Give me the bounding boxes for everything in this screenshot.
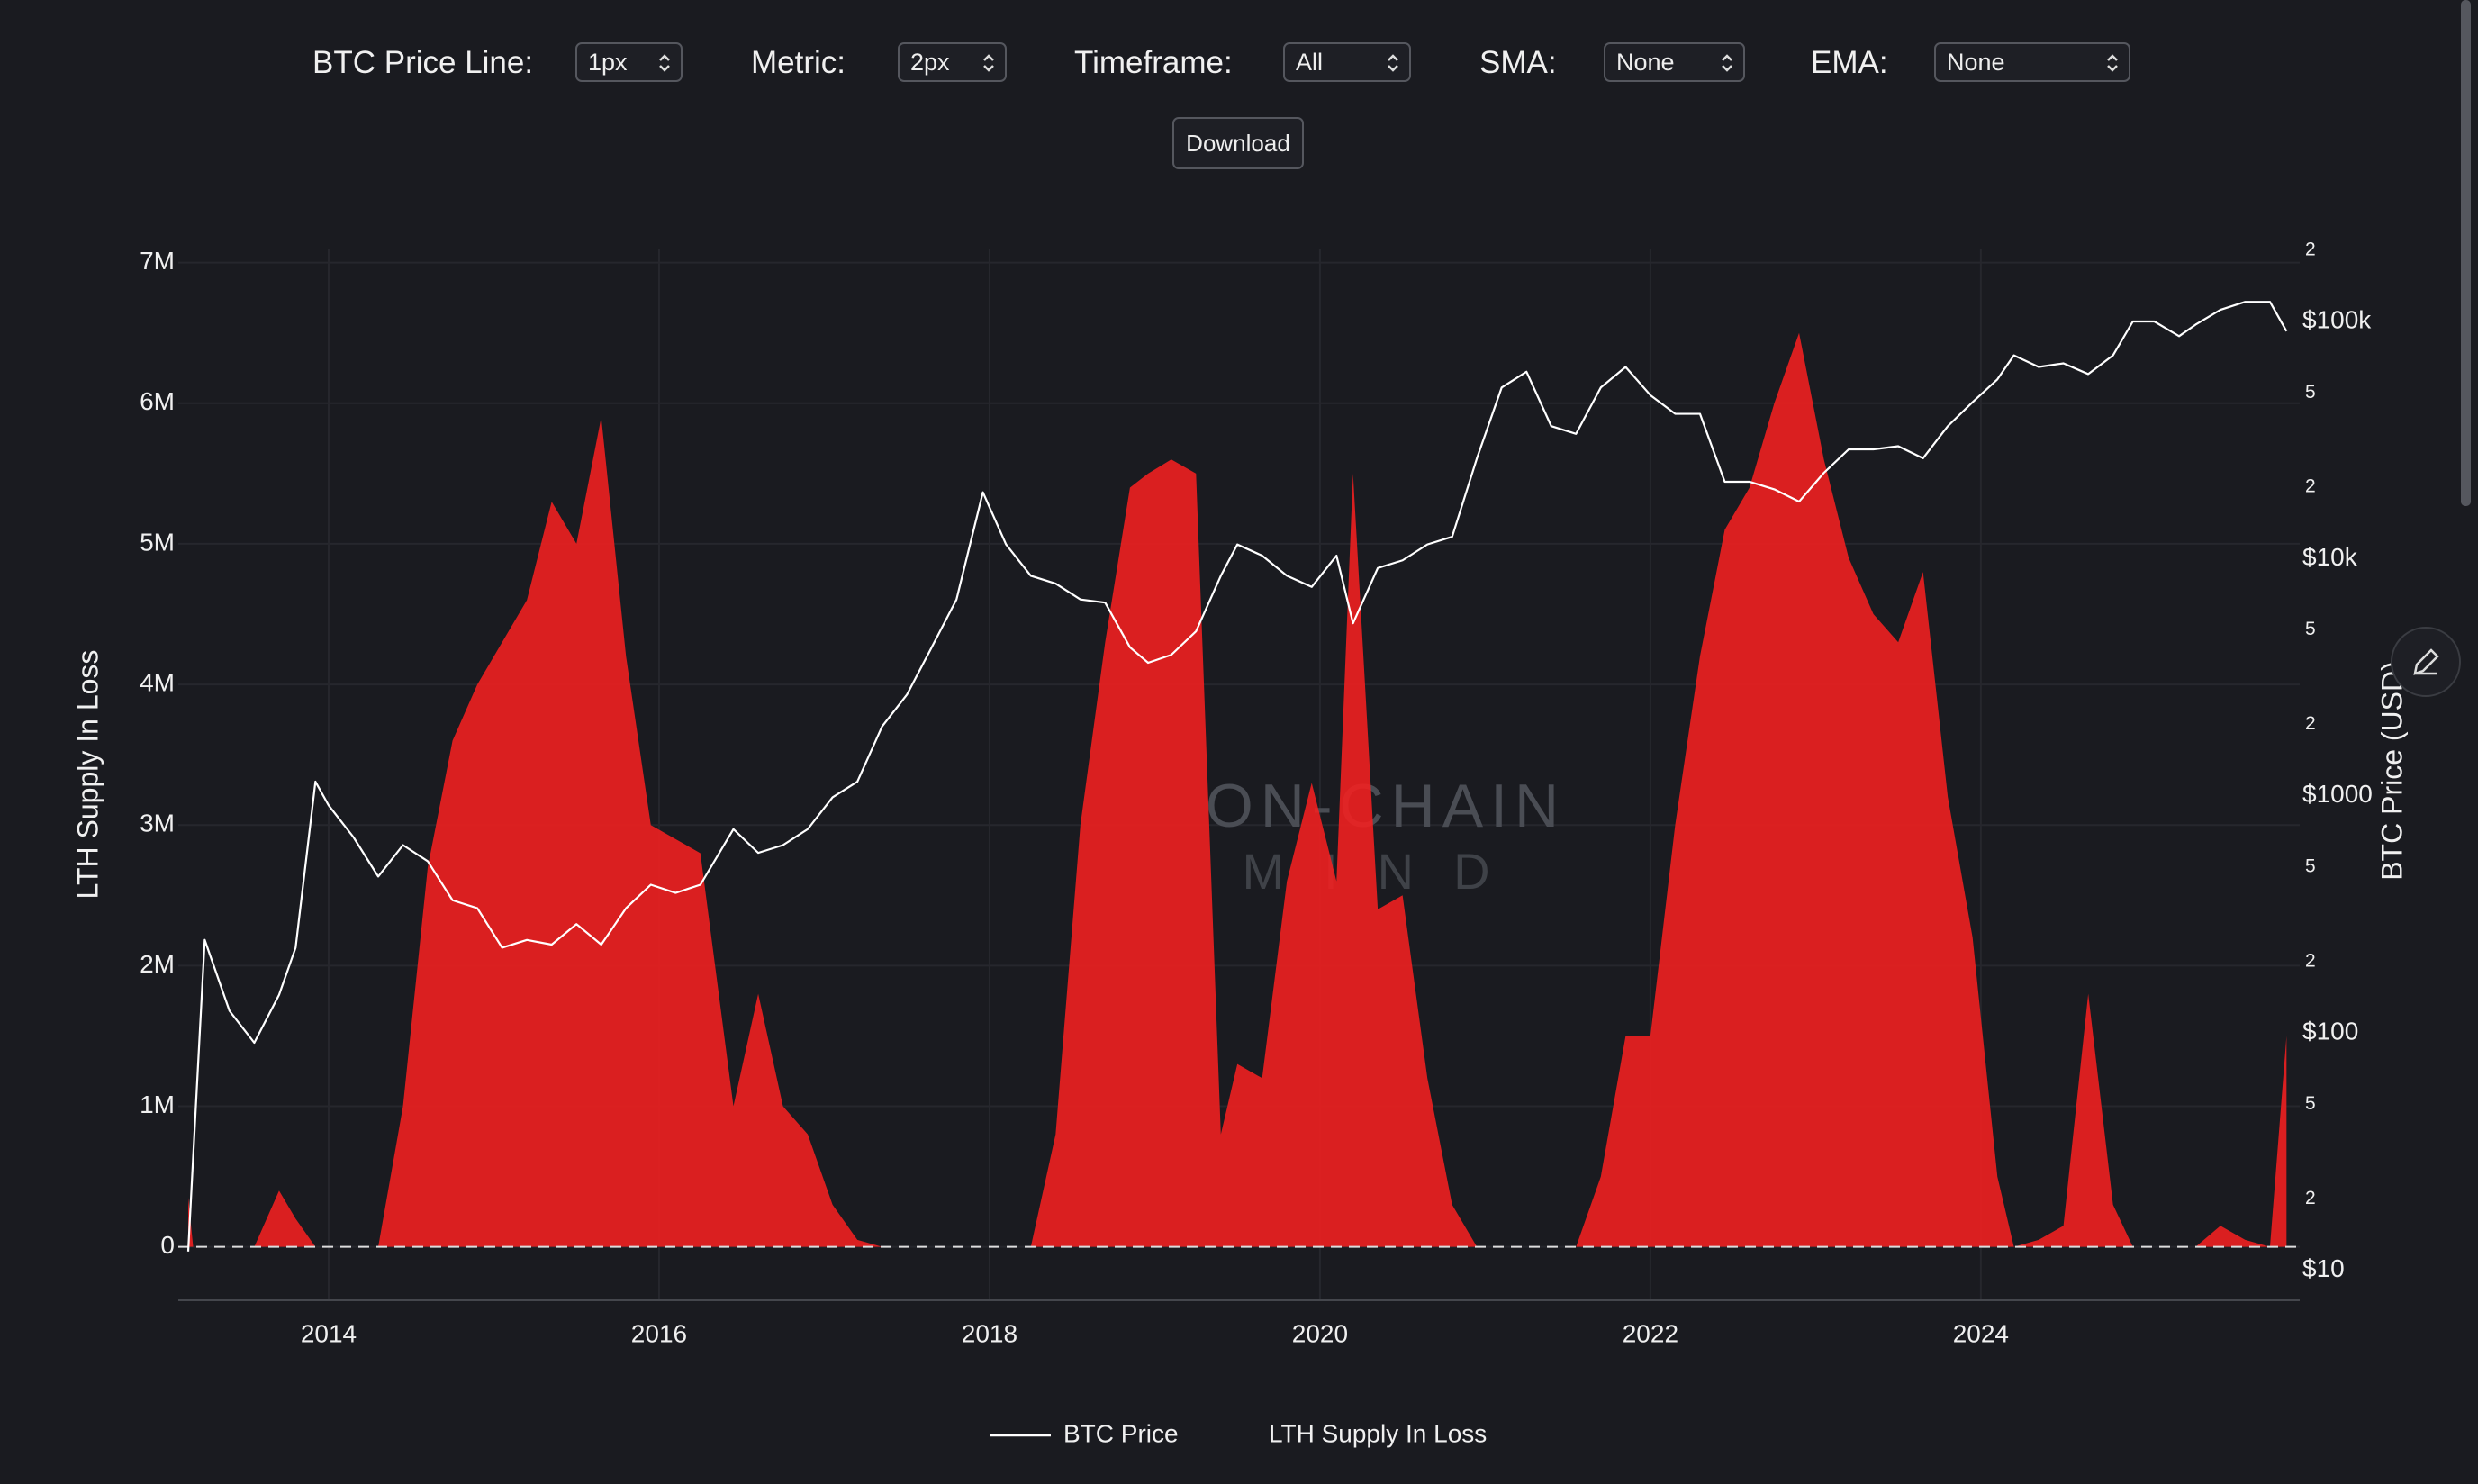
- x-tick-label: 2018: [962, 1319, 1017, 1347]
- scrollbar[interactable]: [2461, 0, 2471, 506]
- chevron: [983, 54, 994, 72]
- watermark: ON-CHAIN: [1206, 772, 1566, 840]
- select-value: None: [1616, 49, 1675, 76]
- control-label: Metric:: [751, 45, 846, 80]
- select-value: All: [1296, 49, 1324, 76]
- y-tick-label: 3M: [140, 810, 175, 837]
- select-value: 1px: [588, 49, 628, 76]
- y-tick-label: 1M: [140, 1090, 175, 1118]
- x-tick-label: 2016: [631, 1319, 687, 1347]
- x-tick-label: 2024: [1953, 1319, 2009, 1347]
- y2-tick-label: $100k: [2302, 305, 2372, 333]
- control-label: Timeframe:: [1074, 45, 1233, 80]
- y-tick-label: 2M: [140, 950, 175, 978]
- y2-tick-label: 5: [2305, 856, 2316, 877]
- legend-label: BTC Price: [1063, 1419, 1179, 1447]
- select[interactable]: None: [1604, 42, 1745, 82]
- select[interactable]: None: [1934, 42, 2130, 82]
- y2-tick-label: 2: [2305, 239, 2316, 259]
- y2-tick-label: $10: [2302, 1254, 2345, 1282]
- y-tick-label: 4M: [140, 668, 175, 696]
- y2-tick-label: 2: [2305, 950, 2316, 971]
- x-tick-label: 2014: [301, 1319, 357, 1347]
- download-button[interactable]: Download: [1172, 117, 1304, 169]
- control-label: BTC Price Line:: [312, 45, 534, 80]
- y2-tick-label: 2: [2305, 1188, 2316, 1208]
- y2-tick-label: $10k: [2302, 543, 2358, 571]
- pencil-icon: [2413, 648, 2439, 675]
- line: [186, 301, 2288, 1252]
- y-tick-label: 0: [160, 1231, 175, 1259]
- select[interactable]: All: [1283, 42, 1411, 82]
- legend-label: LTH Supply In Loss: [1269, 1419, 1487, 1447]
- select[interactable]: 1px: [575, 42, 683, 82]
- watermark: MIND: [1242, 843, 1529, 900]
- y2-tick-label: $100: [2302, 1018, 2358, 1045]
- y-tick-label: 7M: [140, 247, 175, 275]
- chevron: [659, 54, 670, 72]
- select-value: None: [1947, 49, 2005, 76]
- control-label: EMA:: [1811, 45, 1888, 80]
- y2-tick-label: $1000: [2302, 780, 2373, 808]
- chevron: [2107, 54, 2118, 72]
- y2-axis-title: BTC Price (USD): [2375, 661, 2408, 881]
- select[interactable]: 2px: [898, 42, 1007, 82]
- x-tick-label: 2020: [1292, 1319, 1348, 1347]
- y2-tick-label: 5: [2305, 619, 2316, 639]
- chevron: [1722, 54, 1732, 72]
- y2-tick-label: 2: [2305, 476, 2316, 497]
- y2-tick-label: 5: [2305, 1093, 2316, 1114]
- control-label: SMA:: [1479, 45, 1557, 80]
- area: [188, 332, 2287, 1247]
- y-axis-title: LTH Supply In Loss: [71, 650, 104, 900]
- chevron: [1388, 54, 1398, 72]
- y-tick-label: 5M: [140, 528, 175, 556]
- y2-tick-label: 5: [2305, 382, 2316, 403]
- y-tick-label: 6M: [140, 387, 175, 415]
- y2-tick-label: 2: [2305, 713, 2316, 734]
- edit-button[interactable]: [2391, 627, 2461, 697]
- x-tick-label: 2022: [1623, 1319, 1678, 1347]
- select-value: 2px: [910, 49, 950, 76]
